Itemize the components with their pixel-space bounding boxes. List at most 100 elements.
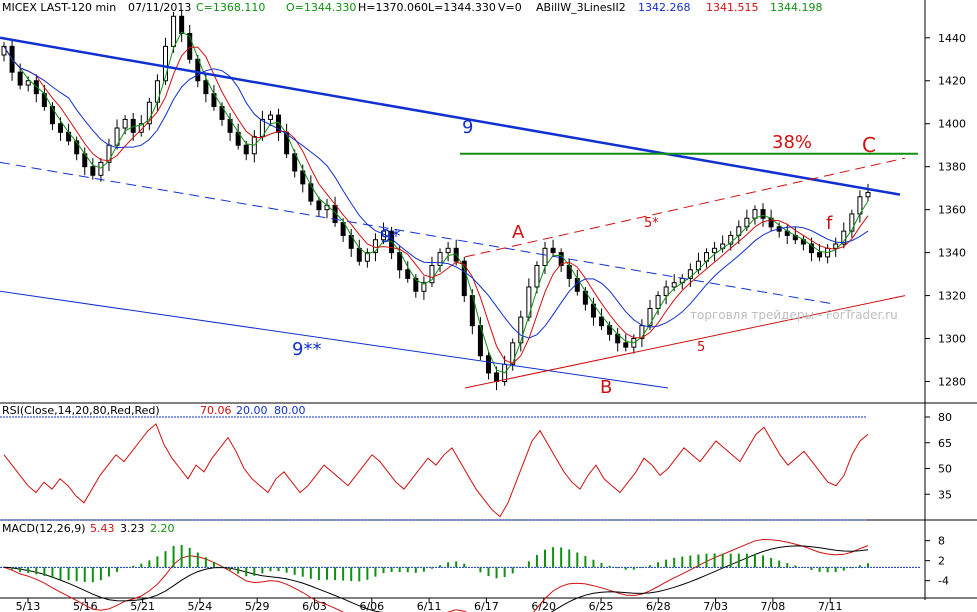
watermark: торговля трейдеры - ForTrader.ru [690,308,898,322]
candle-body [146,101,152,125]
time-tick-label: 5/13 [16,600,41,612]
wave-label-9starstar: 9** [292,339,321,360]
candle-body [518,316,524,344]
indicator-label: ABillW_3LinesII2 [536,1,626,14]
rsi-line [3,423,869,518]
candle-body [162,45,168,82]
candle-body [542,247,548,267]
time-tick-label: 6/11 [417,600,442,612]
price-tick-label: 1380 [938,161,966,174]
candle-body [599,316,605,327]
time-tick-label: 6/06 [359,600,384,612]
wave-label-A: A [512,222,525,243]
price-tick-label: 1400 [938,118,966,131]
candle-body [429,265,435,284]
candle-body [687,269,693,279]
wave-label-C: C [862,133,876,157]
time-tick-label: 6/17 [474,600,499,612]
wave-label-5star: 5* [644,216,659,231]
candle-body [623,342,629,348]
trendline-5 [464,295,906,389]
candle-body [243,144,249,155]
candle-body [179,15,185,34]
macd-label: MACD(12,26,9) [2,522,86,535]
candle-body [550,247,556,254]
candle-body [728,234,734,245]
close-value: C=1368.110 [196,1,266,14]
candle-body [494,372,500,383]
time-tick-label: 7/03 [703,600,728,612]
candle-body [445,247,451,254]
candle-body [663,286,669,297]
macd-value: 5.43 [90,522,115,535]
indicator-blue-line [3,46,869,339]
candle-body [195,58,201,82]
macd-signal-line [3,545,869,612]
candle-body [74,140,80,155]
macd-hist-value: 2.20 [150,522,175,535]
candle-body [1,45,7,56]
trendline-9-star [0,161,836,305]
rsi-value: 70.06 [200,404,232,417]
time-tick-label: 6/20 [531,600,556,612]
time-tick-label: 6/25 [589,600,614,612]
candle-body [308,183,314,202]
trendline-9-double-star [0,290,669,389]
candle-body [485,355,491,374]
candle-body [171,15,177,47]
trendline-9 [0,36,901,196]
indicator-green-line [3,31,869,374]
time-tick-label: 5/24 [188,600,213,612]
candle-body [397,252,403,271]
volume-value: V=0 [498,1,522,14]
candle-body [752,209,758,219]
candle-body [49,106,55,125]
candle-body [33,80,39,95]
macd-signal-value: 3.23 [120,522,145,535]
time-tick-label: 5/29 [245,600,270,612]
price-tick-label: 1360 [938,204,966,217]
time-tick-label: 7/11 [818,600,843,612]
candle-body [17,71,23,86]
candle-body [90,166,96,176]
candle-body [187,32,193,60]
candle-body [413,277,419,292]
candle-body [849,213,855,232]
candle-body [712,247,718,254]
candle-body [122,118,128,129]
rsi-tick-label: 50 [938,463,952,476]
rsi-tick-label: 80 [938,411,952,424]
candle-body [340,222,346,236]
time-tick-label: 6/03 [302,600,327,612]
candle-body [817,252,823,258]
indicator-value-blue: 1342.268 [638,1,691,14]
high-value: H=1370.060 [358,1,428,14]
macd-line [3,538,869,612]
candle-body [267,114,273,120]
wave-label-38pct: 38% [772,132,812,153]
candle-body [808,243,814,254]
trendline-5-star [464,157,906,258]
wave-label-B: B [600,377,612,398]
indicator-red-line [3,46,869,365]
symbol-label: MICEX LAST-120 min [2,1,117,14]
price-tick-label: 1420 [938,75,966,88]
time-tick-label: 5/21 [130,600,155,612]
macd-tick-label: 8 [938,535,945,548]
candle-body [316,200,322,211]
candle-body [655,295,661,309]
time-tick-label: 5/16 [73,600,98,612]
open-value: O=1344.330 [286,1,357,14]
indicator-value-red: 1341.515 [706,1,759,14]
price-tick-label: 1340 [938,247,966,260]
macd-tick-label: 2 [938,555,945,568]
price-tick-label: 1320 [938,290,966,303]
wave-label-9star: 9* [380,226,400,247]
candle-body [558,252,564,267]
candle-body [647,307,653,327]
candle-body [300,170,306,185]
time-tick-label: 7/08 [761,600,786,612]
indicator-value-green: 1344.198 [770,1,823,14]
